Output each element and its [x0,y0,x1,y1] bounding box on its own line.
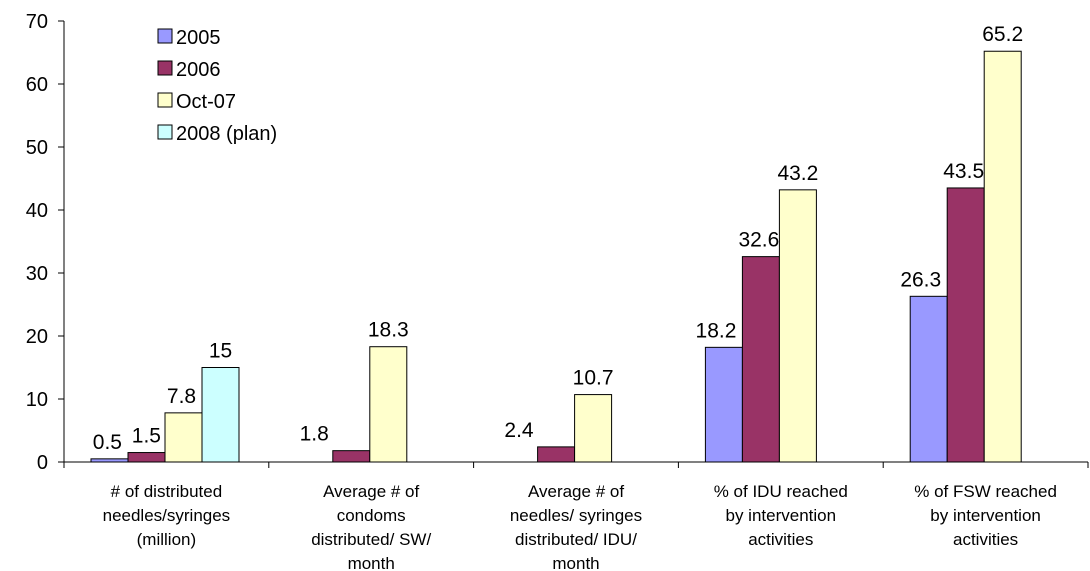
x-category-label: % of IDU reached [714,482,848,501]
x-category-label: activities [748,530,813,549]
bar [983,50,1022,463]
x-category-label: # of distributed [111,482,223,501]
x-category-label: activities [953,530,1018,549]
legend-label: 2006 [176,59,221,81]
data-label: 65.2 [982,23,1023,46]
data-label: 0.5 [93,431,122,454]
bar [741,256,780,463]
bar [909,295,948,463]
data-label: 18.3 [368,319,409,342]
bar [537,446,576,463]
legend-label: 2005 [176,27,221,49]
bar [90,458,129,463]
x-category-label: % of FSW reached [914,482,1057,501]
bar [574,394,613,463]
x-category-label: Average # of [528,482,624,501]
y-tick-label: 30 [26,263,48,285]
y-tick-label: 50 [26,137,48,159]
legend-swatch [157,28,173,44]
bars [90,50,1022,463]
legend-label: Oct-07 [176,91,236,113]
bar [369,346,408,463]
data-label: 1.5 [132,425,161,448]
bar [127,452,166,463]
bar [201,367,240,463]
y-tick-label: 10 [26,389,48,411]
data-label: 7.8 [167,385,196,408]
data-label: 32.6 [738,229,779,252]
bar [704,346,743,463]
x-category-label: by intervention [930,506,1041,525]
x-category-label: condoms [337,506,406,525]
legend-label: 2008 (plan) [176,123,277,145]
x-category-label: (million) [137,530,197,549]
data-label: 43.2 [777,162,818,185]
data-label: 10.7 [573,367,614,390]
data-label: 26.3 [900,268,941,291]
legend: 2005 2006 Oct-07 2008 (plan) [157,27,277,145]
x-category-label: needles/syringes [103,506,231,525]
x-category-label: month [348,554,395,571]
x-category-label: distributed/ SW/ [311,530,431,549]
x-category-label: by intervention [726,506,837,525]
bar [332,450,371,463]
y-tick-label: 70 [26,11,48,33]
legend-swatch [157,124,173,140]
bar [164,412,203,463]
y-tick-label: 40 [26,200,48,222]
legend-swatch [157,92,173,108]
y-tick-label: 20 [26,326,48,348]
data-label: 2.4 [504,419,534,442]
y-tick-label: 60 [26,74,48,96]
data-label: 15 [209,340,232,363]
bar [946,187,985,463]
bar [778,189,817,463]
data-label: 1.8 [300,423,329,446]
y-tick-label: 0 [37,452,48,474]
x-axis-labels: # of distributed needles/syringes (million… [103,482,1057,571]
x-category-label: needles/ syringes [510,506,642,525]
data-label: 18.2 [696,319,737,342]
data-label: 43.5 [943,160,984,183]
x-category-label: Average # of [323,482,419,501]
x-category-label: month [552,554,599,571]
data-labels: 0.5 18.2 26.3 1.5 1.8 2.4 32.6 43.5 7.8 18.3 10.7 4… [93,23,1023,454]
legend-swatch [157,60,173,76]
x-category-label: distributed/ IDU/ [515,530,637,549]
